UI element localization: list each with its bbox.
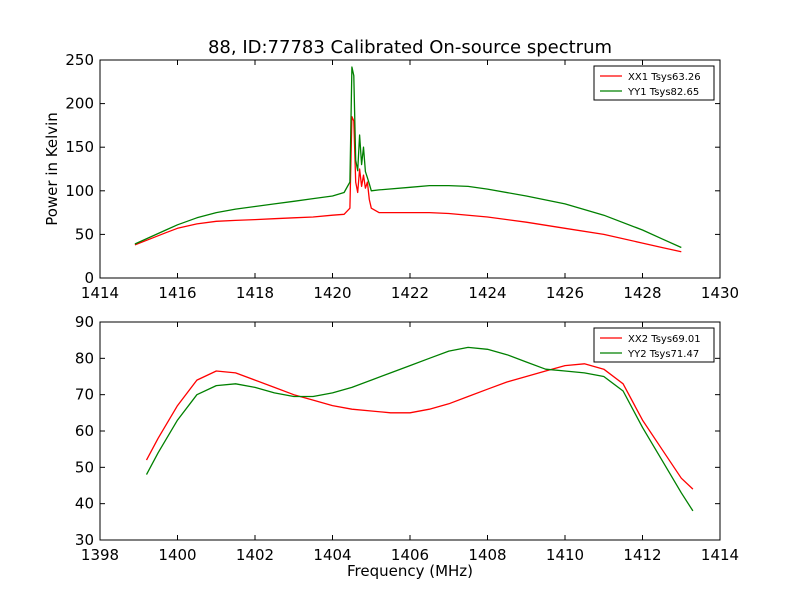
legend-label: YY2 Tsys71.47: [627, 349, 699, 360]
x-tick-label: 1414: [701, 546, 739, 564]
series-line-yy: [145, 346, 694, 512]
legend-label: XX1 Tsys63.26: [628, 72, 701, 83]
y-tick-label: 40: [75, 495, 94, 513]
x-tick-label: 1412: [623, 546, 661, 564]
y-tick-label: 250: [65, 51, 94, 69]
y-axis-label-top: Power in Kelvin: [43, 112, 61, 226]
y-tick-label: 90: [75, 313, 94, 331]
x-tick-label: 1430: [701, 284, 739, 302]
y-tick-label: 80: [75, 349, 94, 367]
y-tick-label: 0: [84, 269, 94, 287]
x-tick-label: 1400: [158, 546, 196, 564]
x-tick-label: 1416: [158, 284, 196, 302]
y-tick-label: 50: [75, 225, 94, 243]
x-tick-label: 1410: [546, 546, 584, 564]
legend-box: [593, 327, 715, 363]
y-tick-label: 150: [65, 138, 94, 156]
x-tick-label: 1404: [313, 546, 351, 564]
y-tick-label: 70: [75, 386, 94, 404]
x-tick-label: 1414: [81, 284, 119, 302]
legend-box: [593, 65, 715, 101]
x-tick-label: 1426: [546, 284, 584, 302]
legend-label: YY1 Tsys82.65: [627, 87, 699, 98]
x-tick-label: 1398: [81, 546, 119, 564]
series-line-xx: [134, 116, 682, 253]
series-line-yy: [134, 66, 682, 249]
x-tick-label: 1418: [236, 284, 274, 302]
x-tick-label: 1428: [623, 284, 661, 302]
chart-title: 88, ID:77783 Calibrated On-source spectr…: [208, 37, 612, 58]
bottom-plot: 1398 1400 1402 1404 1406 1408 1410 1412 1414 30 40…: [75, 313, 739, 564]
x-tick-label: 1408: [468, 546, 506, 564]
y-tick-label: 30: [75, 531, 94, 549]
x-tick-label: 1402: [236, 546, 274, 564]
y-tick-label: 50: [75, 458, 94, 476]
legend-label: XX2 Tsys69.01: [628, 334, 701, 345]
y-tick-label: 100: [65, 182, 94, 200]
x-tick-label: 1422: [391, 284, 429, 302]
x-tick-label: 1424: [468, 284, 506, 302]
top-plot: 1414 1416 1418 1420 1422 1424 1426 1428 1430 0 50 1…: [65, 51, 739, 302]
x-axis-label-bottom: Frequency (MHz): [347, 562, 473, 580]
y-tick-label: 60: [75, 422, 94, 440]
series-line-xx: [145, 363, 694, 490]
x-tick-label: 1406: [391, 546, 429, 564]
y-tick-label: 200: [65, 95, 94, 113]
x-tick-label: 1420: [313, 284, 351, 302]
